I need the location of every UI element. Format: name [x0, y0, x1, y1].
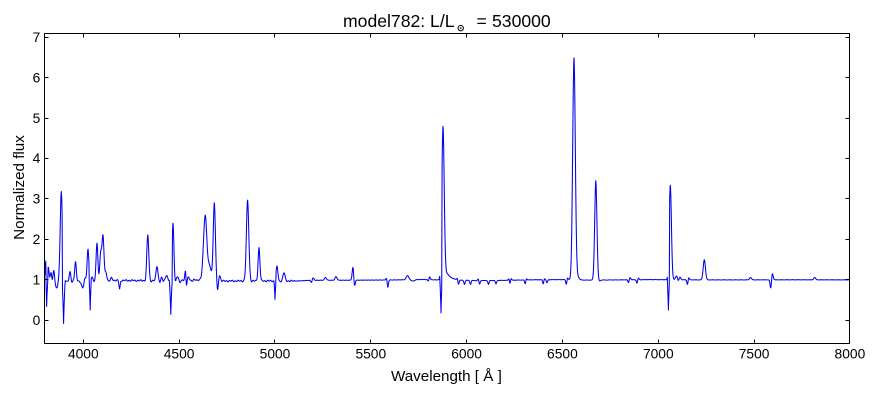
- svg-text:Normalized flux: Normalized flux: [11, 135, 28, 240]
- svg-text:530000: 530000: [492, 11, 551, 31]
- svg-text:8000: 8000: [835, 347, 866, 362]
- svg-text:4000: 4000: [68, 347, 99, 362]
- svg-text:7: 7: [33, 30, 41, 45]
- svg-text:6500: 6500: [547, 347, 578, 362]
- svg-text:model782: L/L: model782: L/L: [343, 11, 455, 31]
- svg-text:2: 2: [33, 232, 41, 247]
- svg-text:3: 3: [33, 192, 41, 207]
- svg-text:5500: 5500: [355, 347, 386, 362]
- svg-text:6: 6: [33, 70, 41, 85]
- svg-text:7000: 7000: [643, 347, 674, 362]
- svg-text:5: 5: [33, 111, 41, 126]
- svg-text:0: 0: [33, 313, 41, 328]
- svg-text:6000: 6000: [451, 347, 482, 362]
- svg-text:1: 1: [33, 273, 41, 288]
- svg-text:7500: 7500: [739, 347, 770, 362]
- svg-text:=: =: [477, 11, 487, 31]
- svg-text:4: 4: [33, 151, 41, 166]
- svg-text:5000: 5000: [260, 347, 291, 362]
- svg-text:Wavelength [ Å ]: Wavelength [ Å ]: [391, 368, 502, 385]
- svg-text:4500: 4500: [164, 347, 195, 362]
